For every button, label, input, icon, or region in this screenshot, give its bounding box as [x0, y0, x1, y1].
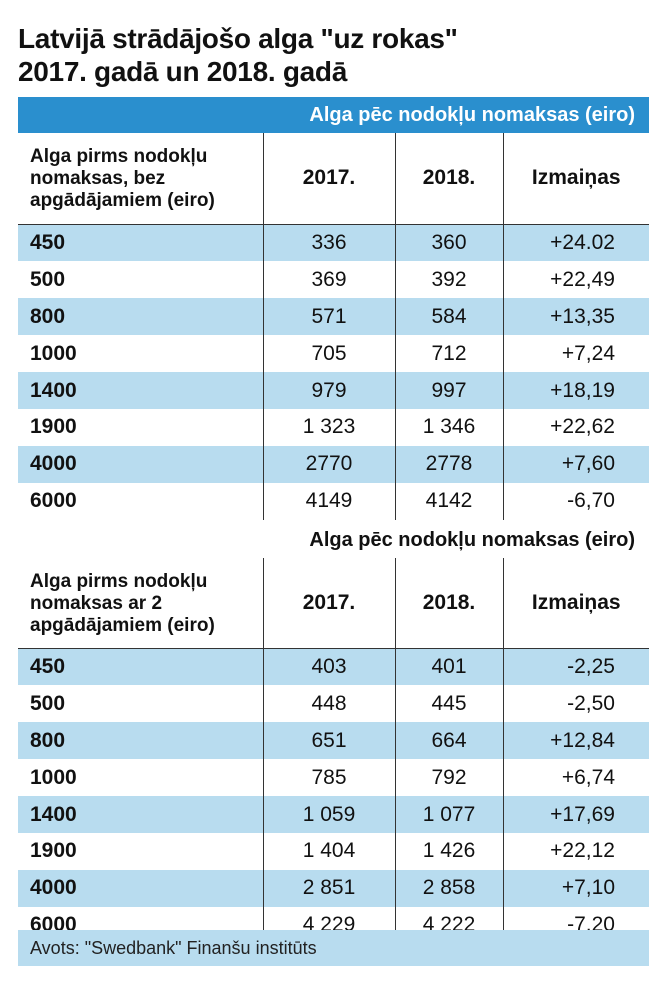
table-row: 450 403 401 -2,25: [18, 648, 649, 686]
value-2017-cell: 403: [262, 648, 395, 686]
table-row: 4000 2 851 2 858 +7,10: [18, 869, 649, 907]
value-2018-cell: 2 858: [394, 869, 503, 907]
value-2017-cell: 2770: [262, 445, 395, 483]
value-2017-cell: 705: [262, 335, 395, 373]
row-label-header: Alga pirms nodokļu nomaksas ar 2 apgādāj…: [18, 558, 263, 649]
gross-salary-cell: 1400: [18, 372, 263, 409]
col-2018-header: 2018.: [394, 133, 503, 225]
value-2017-cell: 1 323: [262, 408, 395, 446]
gross-salary-cell: 500: [30, 267, 66, 291]
gross-salary-cell: 1000: [30, 765, 77, 789]
change-cell: +22,49: [502, 261, 649, 299]
value-2018-cell: 4142: [394, 482, 503, 520]
change-cell: +13,35: [502, 298, 649, 336]
value-2018-cell: 584: [394, 298, 503, 336]
table-row: 800 571 584 +13,35: [18, 298, 649, 336]
table-row: 1000 705 712 +7,24: [18, 335, 649, 373]
table-row: 450 336 360 +24.02: [18, 224, 649, 262]
col-2017-header: 2017.: [262, 558, 395, 649]
change-cell: -2,50: [502, 685, 649, 723]
value-2018-cell: 664: [394, 722, 503, 760]
page-title: Latvijā strādājošo alga "uz rokas" 2017.…: [18, 22, 458, 88]
gross-salary-cell: 800: [18, 722, 263, 760]
change-cell: +7,10: [502, 869, 649, 907]
value-2018-cell: 712: [394, 335, 503, 373]
change-cell: +22,12: [502, 832, 649, 870]
gross-salary-cell: 6000: [30, 489, 77, 513]
change-cell: -6,70: [502, 482, 649, 520]
gross-salary-cell: 1900: [30, 415, 77, 439]
table-row: 1400 979 997 +18,19: [18, 372, 649, 409]
table-two-dependents: Alga pirms nodokļu nomaksas ar 2 apgādāj…: [18, 558, 649, 944]
value-2018-cell: 360: [394, 224, 503, 262]
table-row: 500 369 392 +22,49: [18, 261, 649, 299]
change-cell: +22,62: [502, 408, 649, 446]
value-2018-cell: 445: [394, 685, 503, 723]
table-no-dependents: Alga pirms nodokļu nomaksas, bez apgādāj…: [18, 133, 649, 520]
change-cell: +24.02: [502, 224, 649, 262]
row-label-header: Alga pirms nodokļu nomaksas, bez apgādāj…: [18, 133, 263, 225]
value-2017-cell: 1 404: [262, 832, 395, 870]
change-cell: -2,25: [502, 648, 649, 686]
change-cell: +7,24: [502, 335, 649, 373]
value-2017-cell: 4149: [262, 482, 395, 520]
section1-band: Alga pēc nodokļu nomaksas (eiro): [18, 97, 649, 133]
gross-salary-cell: 450: [18, 648, 263, 686]
table-body: 450 403 401 -2,25 500 448 445 -2,50 800 651 664 +12…: [18, 648, 649, 944]
value-2017-cell: 448: [262, 685, 395, 723]
change-cell: +18,19: [502, 372, 649, 409]
title-line-1: Latvijā strādājošo alga "uz rokas": [18, 23, 458, 54]
table-row: 800 651 664 +12,84: [18, 722, 649, 760]
value-2017-cell: 785: [262, 759, 395, 797]
table-row: 1900 1 323 1 346 +22,62: [18, 408, 649, 446]
value-2018-cell: 401: [394, 648, 503, 686]
table-row: 500 448 445 -2,50: [18, 685, 649, 723]
table-body: 450 336 360 +24.02 500 369 392 +22,49 800 571 584 +…: [18, 224, 649, 520]
table-row: 1900 1 404 1 426 +22,12: [18, 832, 649, 870]
value-2018-cell: 1 077: [394, 796, 503, 833]
value-2017-cell: 369: [262, 261, 395, 299]
gross-salary-cell: 1000: [30, 341, 77, 365]
source-note: Avots: "Swedbank" Finanšu institūts: [18, 930, 649, 966]
value-2017-cell: 979: [262, 372, 395, 409]
change-cell: +6,74: [502, 759, 649, 797]
col-change-header: Izmaiņas: [502, 558, 649, 649]
change-cell: +17,69: [502, 796, 649, 833]
gross-salary-cell: 4000: [18, 869, 263, 907]
value-2017-cell: 336: [262, 224, 395, 262]
table-row: 4000 2770 2778 +7,60: [18, 445, 649, 483]
value-2018-cell: 792: [394, 759, 503, 797]
value-2017-cell: 651: [262, 722, 395, 760]
value-2018-cell: 997: [394, 372, 503, 409]
gross-salary-cell: 1900: [30, 839, 77, 863]
value-2018-cell: 1 346: [394, 408, 503, 446]
change-cell: +7,60: [502, 445, 649, 483]
gross-salary-cell: 450: [18, 224, 263, 262]
value-2017-cell: 2 851: [262, 869, 395, 907]
change-cell: +12,84: [502, 722, 649, 760]
table-row: 1000 785 792 +6,74: [18, 759, 649, 797]
gross-salary-cell: 4000: [18, 445, 263, 483]
value-2018-cell: 392: [394, 261, 503, 299]
gross-salary-cell: 1400: [18, 796, 263, 833]
section2-band: Alga pēc nodokļu nomaksas (eiro): [18, 522, 649, 558]
title-line-2: 2017. gadā un 2018. gadā: [18, 56, 347, 87]
table-row: 1400 1 059 1 077 +17,69: [18, 796, 649, 833]
table-row: 6000 4149 4142 -6,70: [18, 482, 649, 520]
gross-salary-cell: 800: [18, 298, 263, 336]
value-2017-cell: 1 059: [262, 796, 395, 833]
value-2018-cell: 1 426: [394, 832, 503, 870]
col-2018-header: 2018.: [394, 558, 503, 649]
col-2017-header: 2017.: [262, 133, 395, 225]
gross-salary-cell: 500: [30, 691, 66, 715]
value-2017-cell: 571: [262, 298, 395, 336]
col-change-header: Izmaiņas: [502, 133, 649, 225]
value-2018-cell: 2778: [394, 445, 503, 483]
